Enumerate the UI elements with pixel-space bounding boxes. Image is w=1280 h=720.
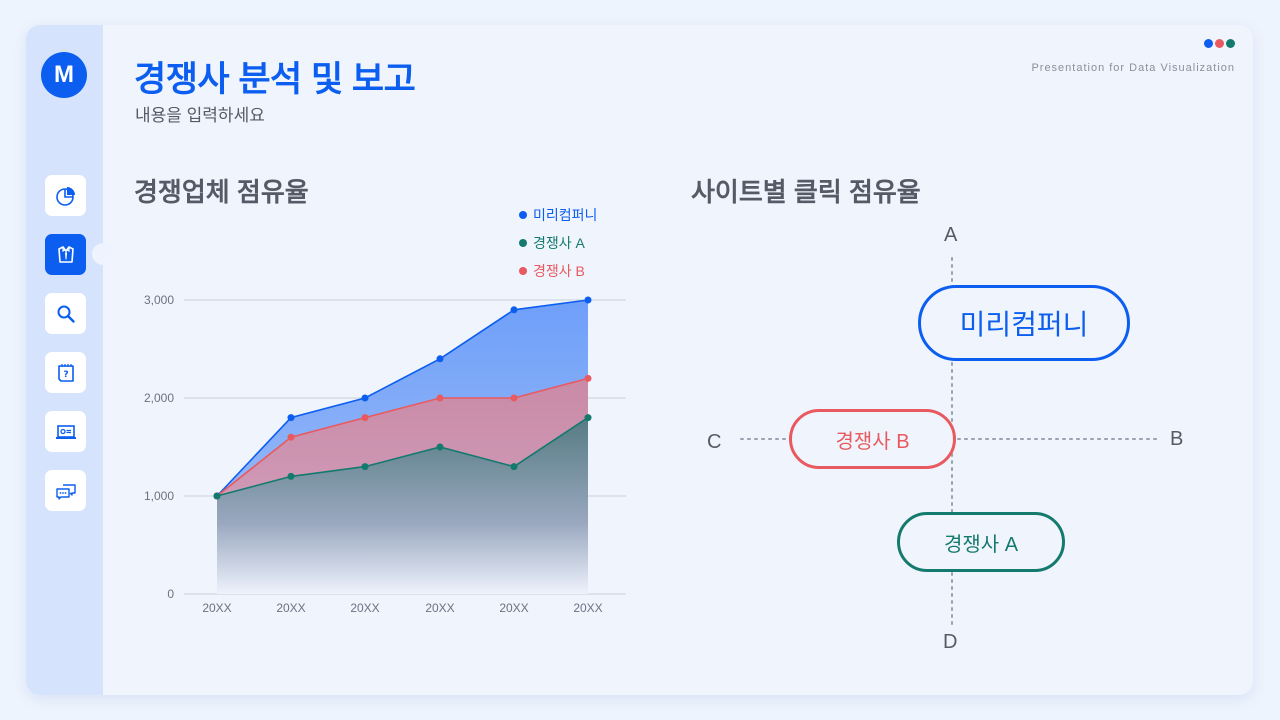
legend-item-competitor-b: 경쟁사 B: [519, 257, 597, 285]
logo: M: [41, 52, 87, 98]
search-icon: [57, 305, 75, 323]
svg-text:3,000: 3,000: [144, 293, 174, 307]
legend-label: 경쟁사 A: [533, 235, 585, 251]
svg-text:20XX: 20XX: [202, 601, 231, 615]
question-note-icon: ?: [57, 363, 74, 382]
right-panel-title: 사이트별 클릭 점유율: [691, 177, 921, 207]
svg-text:20XX: 20XX: [573, 601, 602, 615]
axis-label-top: A: [944, 224, 958, 246]
dot-red: [1215, 39, 1224, 48]
legend-dot: [519, 267, 527, 275]
pill-label: 경쟁사 A: [943, 533, 1019, 556]
sidebar-item-chat[interactable]: [45, 470, 86, 511]
active-indicator: [92, 243, 114, 265]
svg-text:0: 0: [167, 587, 174, 601]
pie-chart-icon: [55, 186, 75, 206]
sidebar: M ?: [26, 25, 114, 695]
svg-text:?: ?: [63, 370, 68, 380]
pill-label: 경쟁사 B: [835, 430, 910, 453]
laptop-card-icon: [55, 424, 76, 439]
dot-blue: [1204, 39, 1213, 48]
pill-competitor-b: 경쟁사 B: [789, 409, 956, 469]
decorative-dots: [1204, 39, 1235, 48]
pill-competitor-a: 경쟁사 A: [897, 512, 1065, 572]
pill-miri-company: 미리컴퍼니: [918, 285, 1130, 361]
page-title: 경쟁사 분석 및 보고: [134, 60, 416, 99]
sidebar-item-question-note[interactable]: ?: [45, 352, 86, 393]
axis-label-bottom: D: [943, 631, 958, 653]
legend-item-miri: 미리컴퍼니: [519, 201, 597, 229]
axis-label-left: C: [707, 431, 722, 453]
pill-label: 미리컴퍼니: [959, 309, 1089, 340]
svg-text:20XX: 20XX: [499, 601, 528, 615]
legend-item-competitor-a: 경쟁사 A: [519, 229, 597, 257]
legend-dot: [519, 211, 527, 219]
sidebar-item-pie-chart[interactable]: [45, 175, 86, 216]
sidebar-item-laptop[interactable]: [45, 411, 86, 452]
svg-text:2,000: 2,000: [144, 391, 174, 405]
svg-text:20XX: 20XX: [425, 601, 454, 615]
chart-legend: 미리컴퍼니 경쟁사 A 경쟁사 B: [519, 201, 597, 285]
legend-dot: [519, 239, 527, 247]
legend-label: 경쟁사 B: [533, 263, 585, 279]
chat-icon: [55, 483, 76, 500]
suit-tie-icon: [57, 245, 74, 263]
y-axis-labels: 0 1,000 2,000 3,000: [144, 293, 174, 601]
left-panel-title: 경쟁업체 점유율: [134, 177, 309, 207]
page-subtitle: 내용을 입력하세요: [135, 106, 265, 125]
chart-lines: [213, 296, 592, 500]
svg-text:20XX: 20XX: [350, 601, 379, 615]
axis-label-right: B: [1170, 428, 1184, 450]
slide-card: M ?: [26, 25, 1253, 695]
sidebar-item-suit[interactable]: [45, 234, 86, 275]
svg-text:1,000: 1,000: [144, 489, 174, 503]
chart-areas: [217, 300, 588, 594]
x-axis-labels: 20XX 20XX 20XX 20XX 20XX 20XX: [202, 601, 602, 615]
sidebar-item-search[interactable]: [45, 293, 86, 334]
svg-text:20XX: 20XX: [276, 601, 305, 615]
legend-label: 미리컴퍼니: [533, 207, 598, 223]
dot-green: [1226, 39, 1235, 48]
tagline: Presentation for Data Visualization: [1031, 62, 1235, 74]
